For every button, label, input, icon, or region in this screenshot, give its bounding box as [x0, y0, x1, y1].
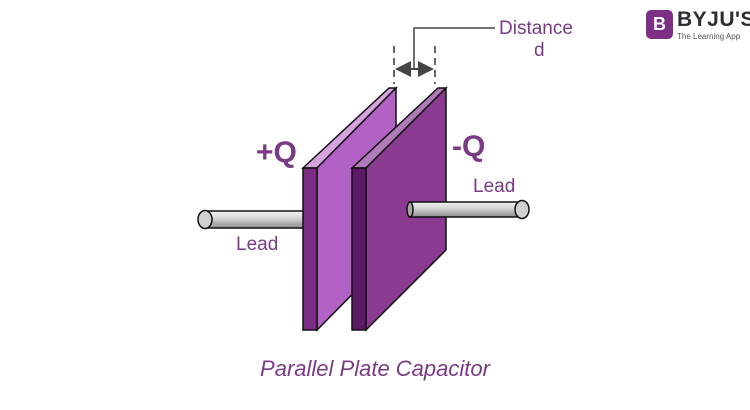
right-lead-wire [406, 199, 530, 220]
right-lead-label: Lead [473, 176, 516, 197]
logo-name: BYJU'S [677, 8, 750, 31]
byjus-logo: B BYJU'S The Learning App [646, 8, 750, 44]
positive-charge-label: +Q [256, 136, 297, 169]
distance-indicator [393, 27, 495, 84]
distance-symbol-label: d [534, 40, 545, 61]
left-lead-label: Lead [236, 234, 279, 255]
left-lead-wire [197, 209, 306, 230]
logo-tagline: The Learning App [677, 32, 741, 41]
distance-label: Distance [499, 18, 573, 39]
back-plate-negative [350, 86, 448, 332]
diagram-caption: Parallel Plate Capacitor [260, 356, 490, 381]
logo-badge-icon: B [646, 10, 673, 39]
negative-charge-label: -Q [452, 130, 486, 163]
